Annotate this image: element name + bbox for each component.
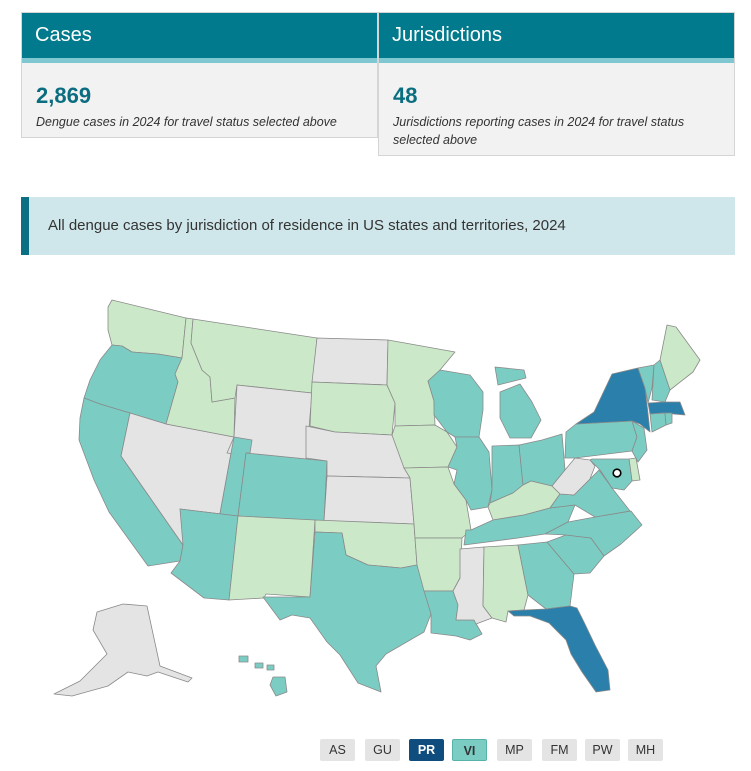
jurisdictions-card: Jurisdictions 48 Jurisdictions reporting… [378, 12, 735, 156]
state-nc[interactable] [544, 510, 643, 557]
cases-card-title: Cases [22, 13, 377, 63]
state-ny[interactable] [575, 367, 651, 433]
jurisdictions-description: Jurisdictions reporting cases in 2024 fo… [393, 115, 685, 147]
state-me[interactable] [659, 324, 701, 391]
state-hi[interactable] [238, 655, 288, 697]
territory-fm[interactable]: FM [542, 739, 577, 761]
state-sd[interactable] [309, 381, 396, 436]
state-nj[interactable] [631, 420, 648, 463]
territory-mp[interactable]: MP [497, 739, 532, 761]
state-wv[interactable] [551, 457, 596, 496]
cases-count: 2,869 [36, 83, 92, 108]
state-pa[interactable] [564, 420, 638, 459]
state-vt[interactable] [637, 364, 655, 404]
state-ks[interactable] [323, 475, 415, 525]
map-section-heading: All dengue cases by jurisdiction of resi… [21, 197, 735, 255]
territory-pr[interactable]: PR [409, 739, 444, 761]
cases-description: Dengue cases in 2024 for travel status s… [36, 115, 337, 129]
state-ak[interactable] [53, 603, 193, 697]
state-co[interactable] [237, 452, 328, 522]
state-fl[interactable] [507, 605, 611, 693]
territory-vi[interactable]: VI [452, 739, 487, 761]
dc-marker[interactable] [612, 468, 622, 478]
jurisdictions-count: 48 [393, 83, 418, 108]
territory-pw[interactable]: PW [585, 739, 620, 761]
state-mi[interactable] [494, 366, 542, 439]
cases-card: Cases 2,869 Dengue cases in 2024 for tra… [21, 12, 378, 138]
state-ar[interactable] [414, 537, 463, 592]
state-nd[interactable] [311, 337, 389, 386]
jurisdictions-card-title: Jurisdictions [379, 13, 734, 63]
state-tx[interactable] [262, 531, 432, 693]
state-ri[interactable] [664, 412, 673, 426]
state-md[interactable] [589, 458, 633, 491]
state-nh[interactable] [651, 359, 671, 403]
territory-gu[interactable]: GU [365, 739, 400, 761]
territory-mh[interactable]: MH [628, 739, 663, 761]
state-az[interactable] [170, 508, 239, 601]
state-nm[interactable] [228, 515, 316, 601]
state-ct[interactable] [649, 412, 667, 433]
us-choropleth-map [53, 299, 701, 697]
territory-as[interactable]: AS [320, 739, 355, 761]
state-il[interactable] [447, 436, 493, 511]
